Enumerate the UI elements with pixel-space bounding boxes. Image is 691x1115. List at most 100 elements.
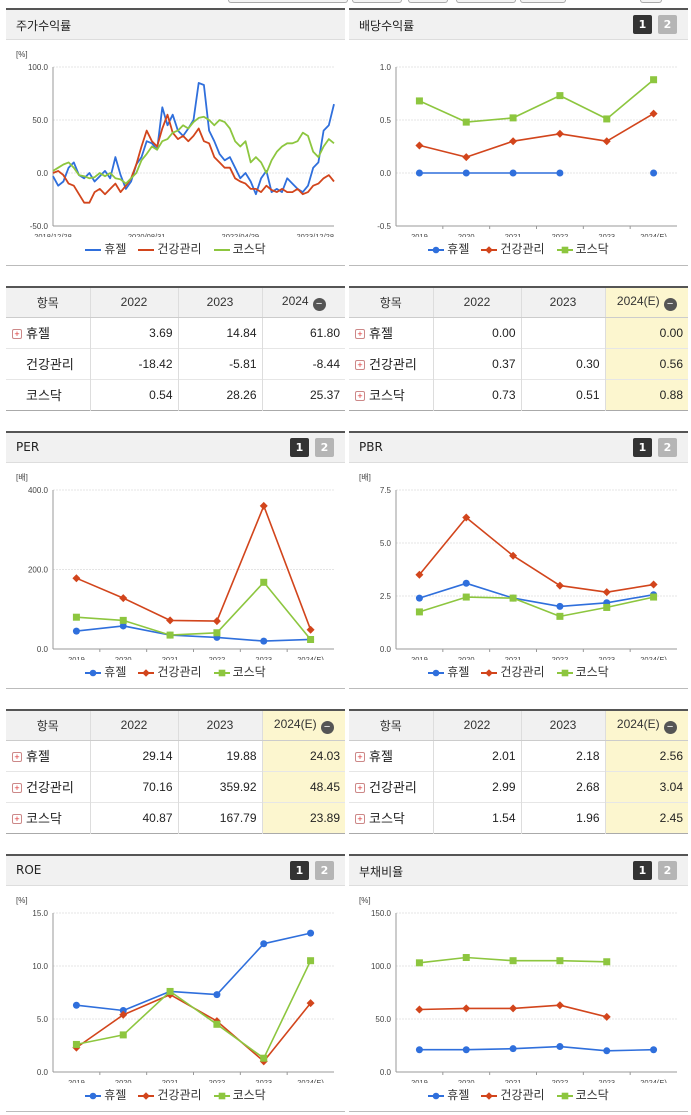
x-tick-label: 2021 (162, 1078, 179, 1083)
x-tick-label: 2019 (411, 1078, 428, 1083)
x-tick-label: 2023 (255, 655, 272, 660)
table-row: + 건강관리 0.37 0.30 0.56 (349, 347, 688, 379)
legend-item[interactable]: 휴젤 (85, 240, 126, 257)
expand-plus-icon[interactable]: + (355, 360, 365, 370)
legend-item[interactable]: 휴젤 (85, 663, 126, 680)
page-1-button[interactable]: 1 (633, 15, 652, 34)
value-cell: 2.99 (432, 770, 521, 802)
page-2-button[interactable]: 2 (315, 861, 334, 880)
expand-plus-icon[interactable]: + (355, 814, 365, 824)
data-point-건강관리 (509, 1004, 518, 1013)
value-cell: 2.68 (520, 770, 605, 802)
legend-item[interactable]: 코스닥 (556, 240, 609, 257)
expand-plus-icon[interactable]: + (355, 783, 365, 793)
y-tick-label: 0.0 (37, 645, 49, 654)
page-2-button[interactable]: 2 (658, 861, 677, 880)
legend-item[interactable]: 휴젤 (428, 663, 469, 680)
page-2-button[interactable]: 2 (658, 438, 677, 457)
data-point-건강관리 (649, 109, 658, 118)
y-tick-label: 0.0 (380, 1068, 392, 1077)
page-1-button[interactable]: 1 (290, 861, 309, 880)
data-point-휴젤 (462, 169, 470, 177)
legend-item[interactable]: 휴젤 (428, 1086, 469, 1103)
legend-item[interactable]: 코스닥 (556, 663, 609, 680)
row-label-cell: 코스닥 (6, 378, 90, 410)
col-header-label: 2024(E) (273, 716, 317, 731)
expand-plus-icon[interactable]: + (355, 752, 365, 762)
data-point-코스닥 (260, 578, 268, 586)
legend-item[interactable]: 코스닥 (556, 1086, 609, 1103)
legend-item[interactable]: 코스닥 (213, 1086, 266, 1103)
row-label: 코스닥 (369, 811, 405, 826)
col-header: 항목 (349, 287, 433, 318)
row-label-cell: + 휴젤 (6, 316, 90, 348)
page-1-button[interactable]: 1 (290, 438, 309, 457)
page-2-button[interactable]: 2 (315, 438, 334, 457)
value-cell: 167.79 (177, 801, 262, 833)
legend-marker (432, 1092, 440, 1099)
legend-item[interactable]: 휴젤 (85, 1086, 126, 1103)
data-point-휴젤 (415, 594, 423, 602)
data-point-코스닥 (556, 612, 564, 620)
legend-swatch-icon (213, 248, 230, 251)
table-row: + 코스닥 40.87 167.79 23.89 (6, 801, 345, 833)
row-label-cell: + 코스닥 (349, 801, 433, 833)
page-1-button[interactable]: 1 (633, 438, 652, 457)
data-point-코스닥 (213, 1020, 221, 1028)
legend-item[interactable]: 코스닥 (213, 240, 266, 257)
data-point-코스닥 (213, 629, 221, 637)
expand-plus-icon[interactable]: + (355, 391, 365, 401)
page-1-button[interactable]: 1 (633, 861, 652, 880)
data-point-코스닥 (509, 114, 517, 122)
value-cell: 0.73 (432, 378, 521, 410)
expand-plus-icon[interactable]: + (12, 814, 22, 824)
x-tick-label: 2024(E) (640, 655, 667, 660)
value-cell: 70.16 (89, 770, 178, 802)
legend-item[interactable]: 건강관리 (481, 663, 545, 680)
y-tick-label: 150.0 (371, 909, 392, 918)
legend-item[interactable]: 건강관리 (138, 240, 202, 257)
y-tick-label: 0.0 (37, 1068, 49, 1077)
legend-item[interactable]: 건강관리 (138, 663, 202, 680)
x-tick-label: 2019 (68, 655, 85, 660)
expand-plus-icon[interactable]: + (12, 783, 22, 793)
page-2-button[interactable]: 2 (658, 15, 677, 34)
value-cell: 0.30 (520, 347, 605, 379)
x-tick-label: 2023 (598, 655, 615, 660)
legend-item[interactable]: 건강관리 (481, 1086, 545, 1103)
legend-item[interactable]: 코스닥 (213, 663, 266, 680)
value-cell: 2.45 (604, 801, 688, 833)
collapse-minus-icon[interactable]: − (312, 297, 326, 311)
table-row: + 코스닥 0.73 0.51 0.88 (349, 378, 688, 410)
data-point-코스닥 (462, 954, 470, 962)
expand-plus-icon[interactable]: + (355, 329, 365, 339)
top-tab-edge (408, 0, 448, 3)
series-line-코스닥 (52, 115, 335, 185)
legend-item[interactable]: 건강관리 (138, 1086, 202, 1103)
legend-item[interactable]: 건강관리 (481, 240, 545, 257)
x-tick-label: 2020 (458, 232, 475, 237)
data-point-코스닥 (260, 1054, 268, 1062)
legend-item[interactable]: 휴젤 (428, 240, 469, 257)
x-tick-label: 2021 (162, 655, 179, 660)
data-point-코스닥 (509, 957, 517, 965)
x-tick-label: 2019 (411, 655, 428, 660)
collapse-minus-icon[interactable]: − (663, 720, 677, 734)
legend-marker (218, 669, 225, 676)
expand-plus-icon[interactable]: + (12, 329, 22, 339)
data-point-건강관리 (415, 141, 424, 150)
row-label-cell: + 코스닥 (6, 801, 90, 833)
panel-header: 주가수익률 (6, 10, 345, 40)
col-header: 2022 (89, 287, 178, 318)
top-tab-edge (456, 0, 516, 3)
expand-plus-icon[interactable]: + (12, 752, 22, 762)
collapse-minus-icon[interactable]: − (663, 297, 677, 311)
data-point-건강관리 (119, 1010, 128, 1019)
collapse-minus-icon[interactable]: − (320, 720, 334, 734)
data-point-휴젤 (650, 169, 658, 177)
row-label: 코스닥 (369, 388, 405, 403)
